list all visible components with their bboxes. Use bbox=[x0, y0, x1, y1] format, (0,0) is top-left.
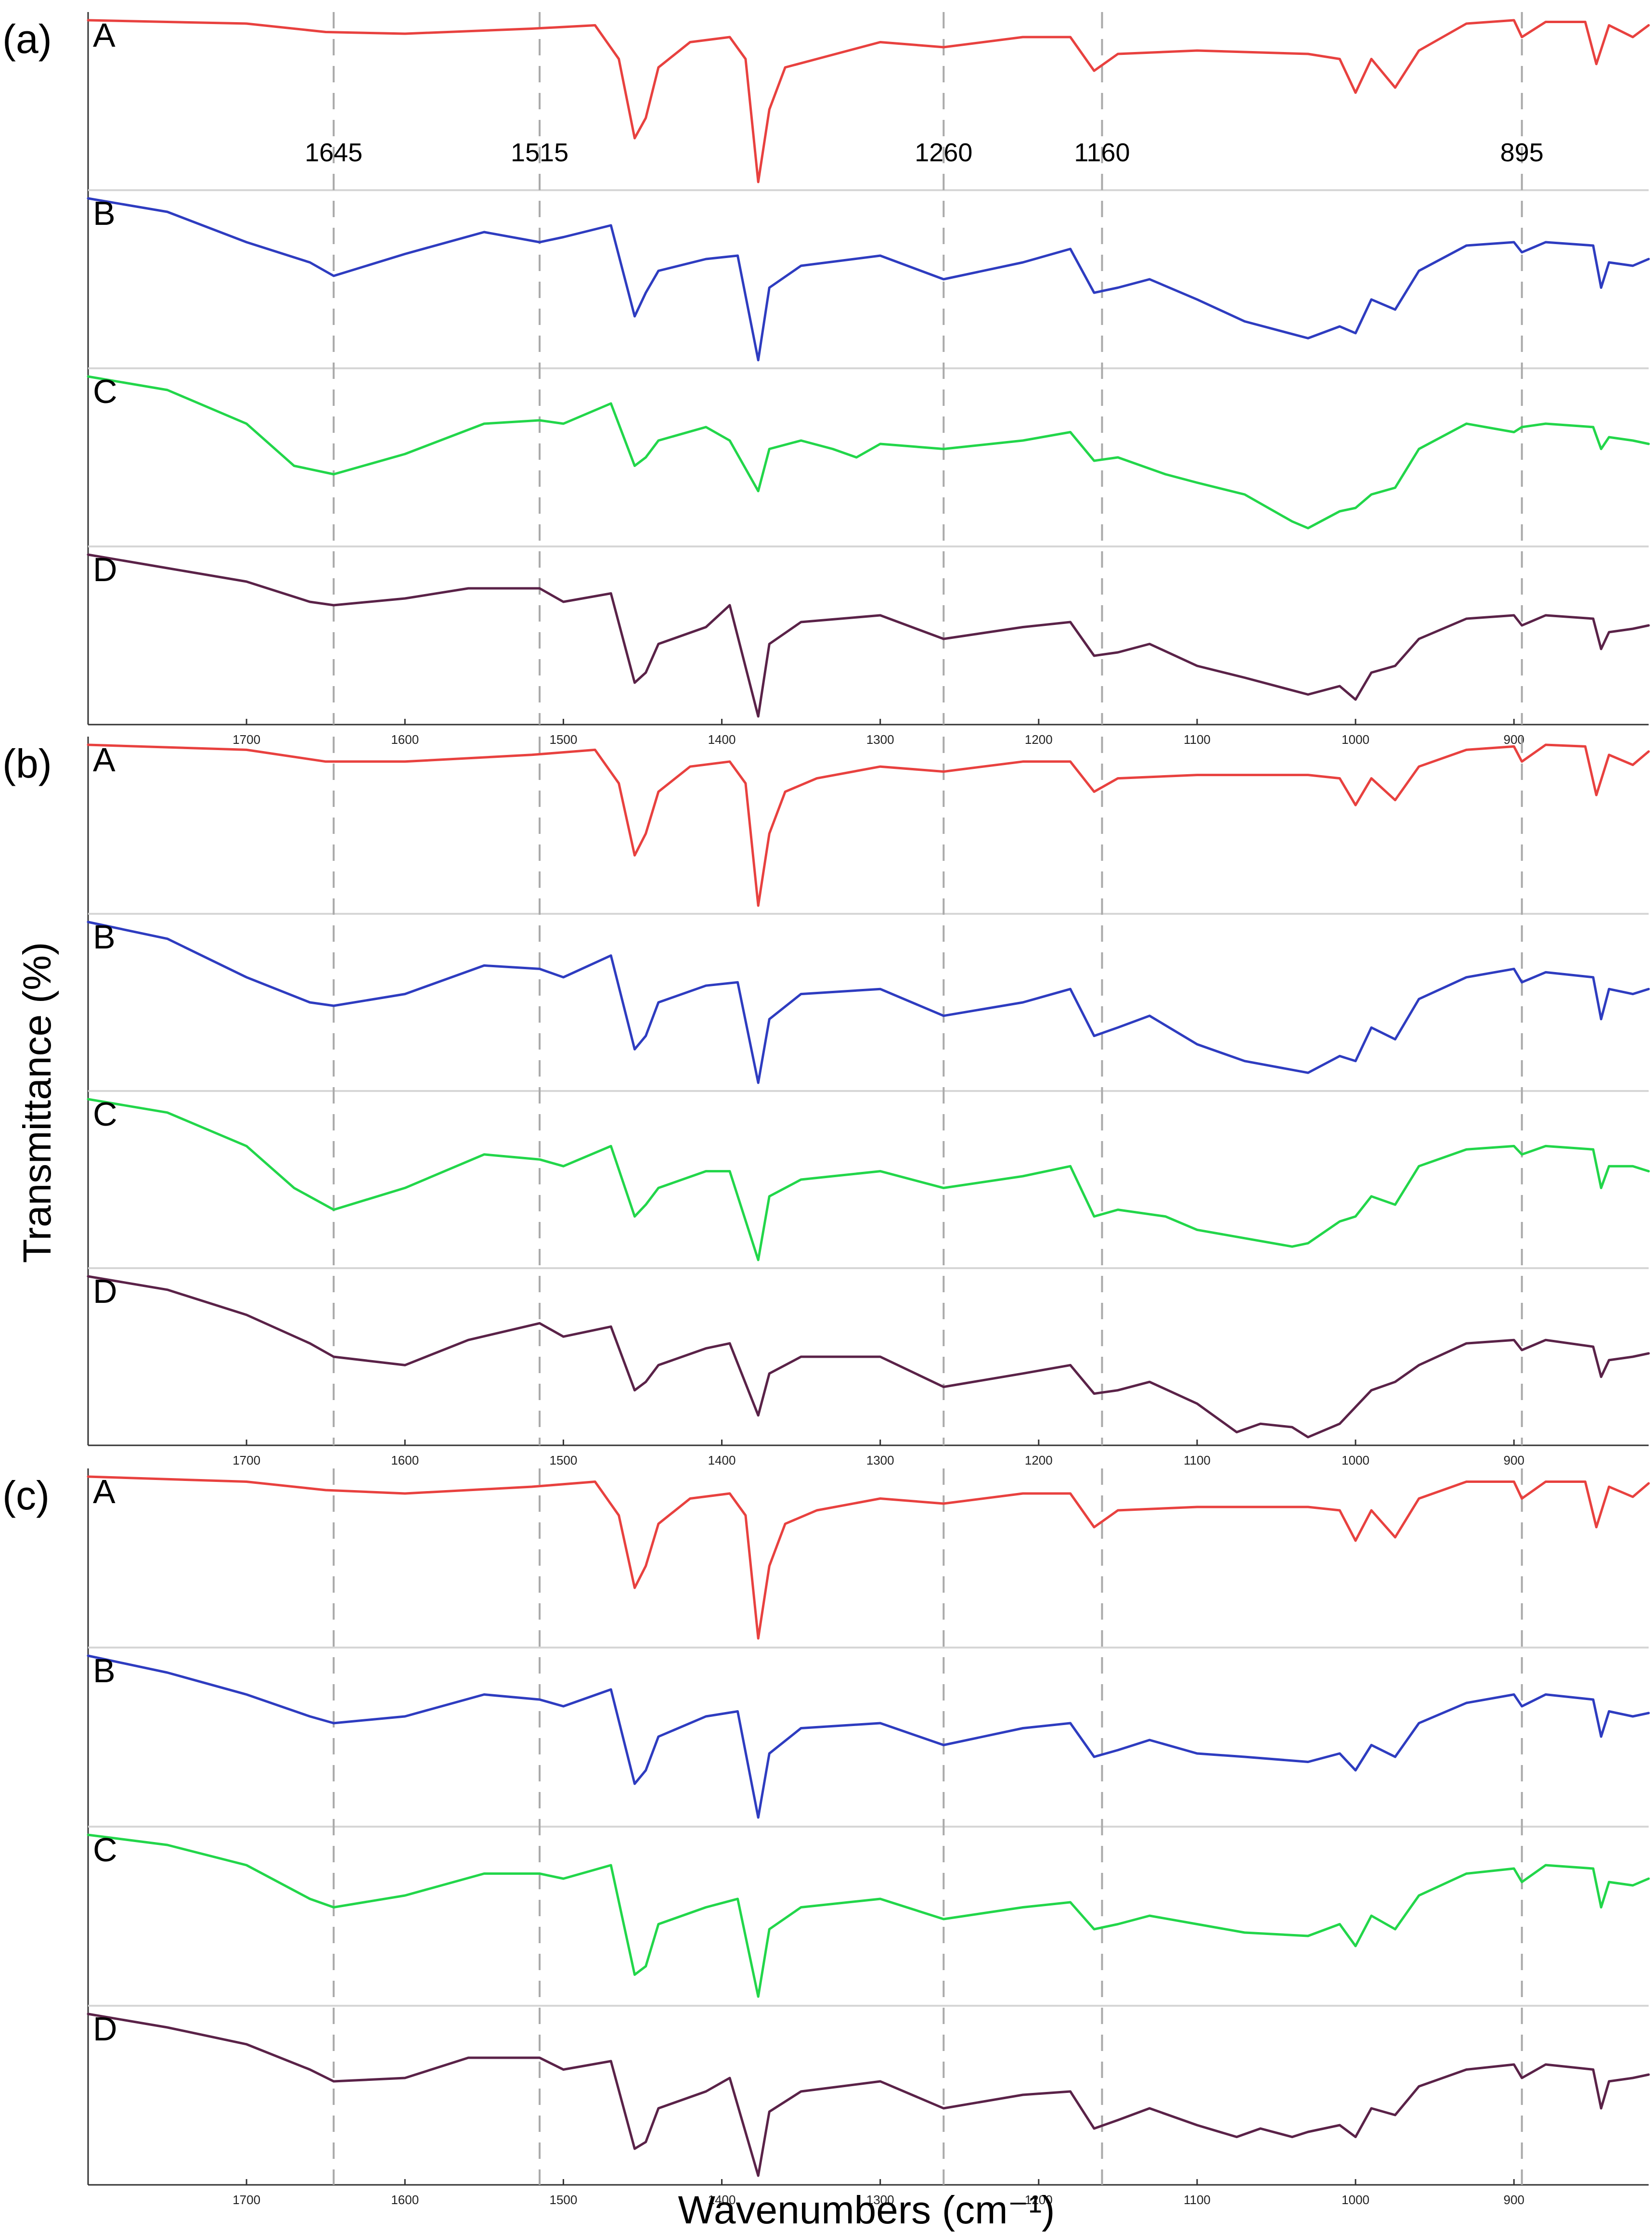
x-tick-label: 1700 bbox=[232, 1453, 260, 1467]
x-tick-label: 1000 bbox=[1342, 732, 1369, 747]
x-tick-label: 1100 bbox=[1184, 2193, 1211, 2207]
spectrum-B bbox=[87, 197, 1650, 362]
trace-label: D bbox=[93, 551, 117, 588]
spectrum-A bbox=[87, 743, 1650, 907]
trace-label: C bbox=[93, 373, 117, 410]
panel-label: (a) bbox=[2, 16, 52, 62]
panel-label: (b) bbox=[2, 741, 52, 786]
x-tick-label: 1500 bbox=[549, 732, 577, 747]
trace-label: B bbox=[93, 918, 116, 956]
x-tick-label: 1600 bbox=[391, 2193, 419, 2207]
trace-label: C bbox=[93, 1095, 117, 1133]
x-tick-label: 1500 bbox=[549, 2193, 577, 2207]
trace-label: A bbox=[93, 1473, 116, 1510]
reference-label: 1515 bbox=[511, 138, 568, 167]
panel-label: (c) bbox=[2, 1473, 50, 1518]
x-tick-label: 1600 bbox=[391, 1453, 419, 1467]
x-axis-title: Wavenumbers (cm⁻¹) bbox=[678, 2188, 1055, 2232]
x-tick-label: 1300 bbox=[866, 2193, 894, 2207]
spectrum-A bbox=[87, 19, 1650, 183]
x-tick-label: 900 bbox=[1504, 1453, 1524, 1467]
x-tick-label: 1700 bbox=[232, 732, 260, 747]
reference-label: 1260 bbox=[915, 138, 972, 167]
spectrum-B bbox=[87, 921, 1650, 1084]
x-tick-label: 1000 bbox=[1342, 2193, 1369, 2207]
x-tick-label: 1100 bbox=[1184, 732, 1211, 747]
x-tick-label: 900 bbox=[1504, 2193, 1524, 2207]
spectrum-D bbox=[87, 1275, 1650, 1439]
trace-label: D bbox=[93, 2010, 117, 2048]
panel-3: (c) A B C D 1700 1600 1500 1400 1300 1200 1100 1000 9… bbox=[2, 1468, 1650, 2207]
y-axis-title: Transmittance (%) bbox=[15, 942, 59, 1263]
x-tick-label: 1300 bbox=[866, 732, 894, 747]
x-tick-label: 1300 bbox=[866, 1453, 894, 1467]
x-tick-label: 1200 bbox=[1025, 2193, 1053, 2207]
reference-label: 1645 bbox=[305, 138, 362, 167]
x-tick-label: 1400 bbox=[708, 2193, 736, 2207]
panel-2: (b) A B C D 1700 1600 1500 1400 1300 1200 1100 1000 9… bbox=[2, 737, 1650, 1467]
x-tick-label: 1000 bbox=[1342, 1453, 1369, 1467]
reference-label: 1160 bbox=[1074, 138, 1130, 167]
x-tick-label: 1200 bbox=[1025, 732, 1053, 747]
reference-annotations: 1645 1515 1260 1160 895 bbox=[305, 138, 1544, 167]
x-tick-label: 1400 bbox=[708, 1453, 736, 1467]
spectrum-D bbox=[87, 553, 1650, 718]
spectrum-A bbox=[87, 1475, 1650, 1640]
spectrum-B bbox=[87, 1654, 1650, 1819]
spectrum-C bbox=[87, 375, 1650, 530]
trace-label: D bbox=[93, 1272, 117, 1310]
trace-label: A bbox=[93, 741, 116, 779]
x-tick-label: 1700 bbox=[232, 2193, 260, 2207]
x-tick-label: 1500 bbox=[549, 1453, 577, 1467]
reference-label: 895 bbox=[1500, 138, 1544, 167]
trace-label: C bbox=[93, 1831, 117, 1869]
trace-label: B bbox=[93, 1652, 116, 1689]
x-tick-label: 1100 bbox=[1184, 1453, 1211, 1467]
spectrum-D bbox=[87, 2012, 1650, 2177]
trace-label: A bbox=[93, 16, 116, 54]
spectrum-C bbox=[87, 1098, 1650, 1261]
x-tick-label: 1600 bbox=[391, 732, 419, 747]
spectrum-C bbox=[87, 1833, 1650, 1998]
x-tick-label: 1400 bbox=[708, 732, 736, 747]
panels-layer: (a) A B C D 1700 1600 1500 1400 1300 1200 1100 1000 9… bbox=[2, 12, 1650, 2207]
trace-label: B bbox=[93, 195, 116, 232]
x-tick-label: 1200 bbox=[1025, 1453, 1053, 1467]
